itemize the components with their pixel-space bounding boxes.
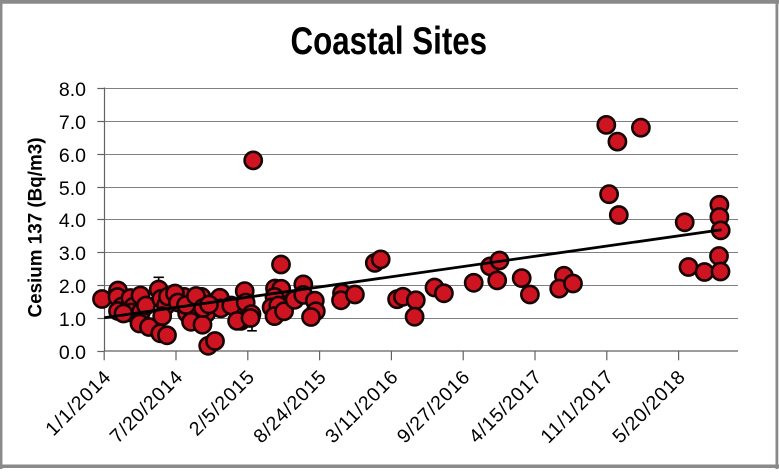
svg-text:2.0: 2.0 [59, 276, 86, 298]
svg-text:Coastal Sites: Coastal Sites [291, 20, 488, 63]
svg-text:Cesium 137 (Bq/m3): Cesium 137 (Bq/m3) [25, 138, 47, 318]
svg-text:1.0: 1.0 [59, 309, 86, 331]
svg-text:5.0: 5.0 [59, 178, 86, 200]
svg-text:3.0: 3.0 [59, 243, 86, 265]
svg-text:6.0: 6.0 [59, 145, 86, 167]
svg-text:8.0: 8.0 [59, 79, 86, 101]
svg-text:0.0: 0.0 [59, 342, 86, 364]
svg-text:4.0: 4.0 [59, 210, 86, 232]
svg-text:7.0: 7.0 [59, 112, 86, 134]
